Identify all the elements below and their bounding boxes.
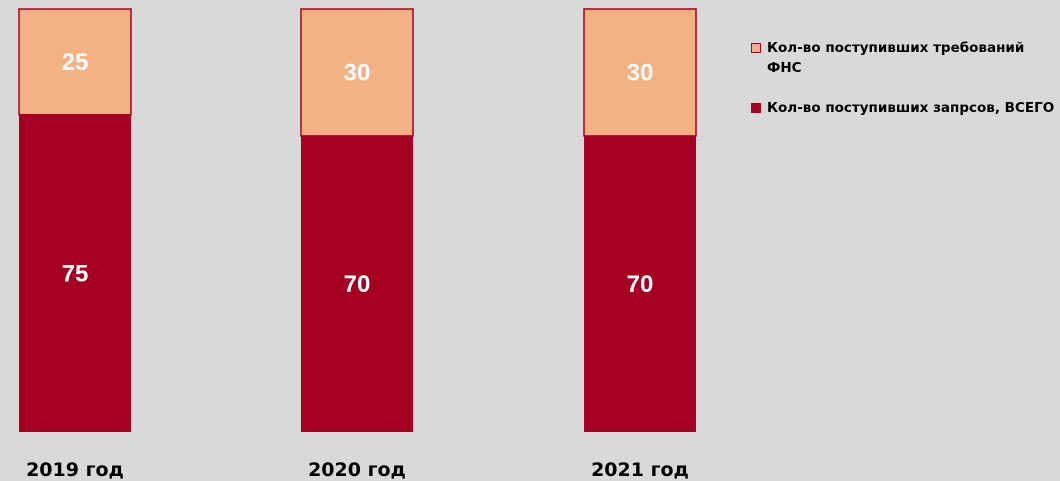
bar-fns-0 xyxy=(18,8,132,116)
data-label-fns-1: 30 xyxy=(344,59,371,86)
bar-total-0 xyxy=(19,114,131,432)
legend-swatch-fns xyxy=(751,43,761,53)
legend-label-fns: Кол-во поступивших требований ФНС xyxy=(767,40,1025,76)
category-label-2: 2021 год xyxy=(591,459,689,481)
legend-item-total: Кол-во поступивших запрсов, ВСЕГО xyxy=(751,98,1056,118)
legend-label-total: Кол-во поступивших запрсов, ВСЕГО xyxy=(767,100,1055,116)
legend-swatch-total xyxy=(751,103,761,113)
category-label-0: 2019 год xyxy=(26,459,124,481)
legend: Кол-во поступивших требований ФНС Кол-во… xyxy=(751,38,1056,138)
bar-total-2 xyxy=(584,135,696,432)
bar-fns-1 xyxy=(300,8,414,137)
bar-total-1 xyxy=(301,135,413,432)
category-label-1: 2020 год xyxy=(308,459,406,481)
data-label-total-1: 70 xyxy=(344,271,371,298)
legend-item-fns: Кол-во поступивших требований ФНС xyxy=(751,38,1056,78)
data-label-fns-2: 30 xyxy=(627,59,654,86)
data-label-total-0: 75 xyxy=(62,260,89,287)
data-label-total-2: 70 xyxy=(627,271,654,298)
data-label-fns-0: 25 xyxy=(62,49,89,76)
bar-fns-2 xyxy=(583,8,697,137)
